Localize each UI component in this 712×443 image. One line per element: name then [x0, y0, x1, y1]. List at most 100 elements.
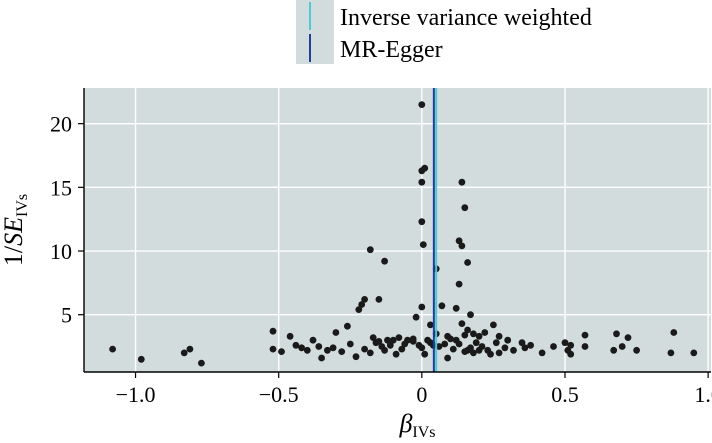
data-point — [490, 321, 497, 329]
data-point — [467, 311, 474, 319]
data-point — [315, 343, 323, 350]
data-point — [398, 345, 406, 353]
data-point — [389, 336, 397, 344]
legend: Inverse variance weighted MR-Egger — [296, 0, 592, 64]
data-point — [690, 349, 698, 357]
data-point — [464, 326, 471, 334]
data-point — [286, 332, 294, 340]
data-point — [412, 313, 420, 321]
data-point — [418, 101, 426, 108]
data-point — [435, 343, 443, 350]
y-tick-label: 10 — [50, 239, 72, 264]
data-point — [109, 345, 116, 353]
data-point — [455, 340, 463, 348]
data-point — [392, 350, 400, 358]
data-point — [329, 344, 337, 352]
data-point — [492, 339, 500, 347]
data-point — [475, 332, 483, 340]
data-point — [381, 257, 388, 265]
data-point — [269, 345, 277, 353]
data-point — [361, 345, 368, 353]
y-axis-label-subscript: IVs — [14, 194, 31, 217]
data-point — [449, 345, 457, 353]
data-point — [344, 322, 351, 330]
data-point — [464, 346, 471, 354]
data-point — [618, 343, 626, 350]
data-point — [527, 341, 534, 349]
data-point — [366, 349, 374, 357]
data-point — [447, 335, 454, 343]
data-point — [386, 341, 394, 349]
data-point — [633, 346, 640, 354]
legend-ivw-label: Inverse variance weighted — [340, 5, 592, 31]
data-point — [418, 218, 426, 226]
data-point — [458, 320, 466, 327]
data-point — [278, 348, 285, 355]
data-point — [318, 354, 325, 362]
data-point — [419, 241, 427, 249]
data-point — [455, 237, 463, 245]
legend-mr-egger-label: MR-Egger — [340, 37, 443, 63]
data-point — [521, 344, 529, 352]
data-point — [384, 336, 391, 344]
x-axis-label-subscript: IVs — [412, 424, 435, 441]
data-point — [358, 301, 366, 308]
data-point — [518, 339, 526, 347]
data-point — [458, 242, 466, 250]
data-point — [464, 259, 471, 266]
data-point — [418, 303, 426, 311]
x-tick-label: 1.0 — [694, 382, 712, 407]
data-point — [470, 349, 477, 357]
data-point — [269, 327, 277, 335]
y-tick-label: 15 — [50, 175, 72, 200]
data-point — [381, 346, 388, 354]
x-axis-label: βIVs — [398, 409, 435, 441]
data-point — [487, 350, 494, 358]
data-point — [670, 329, 678, 336]
data-point — [538, 349, 546, 357]
data-point — [346, 340, 354, 348]
y-axis-label-se: SE — [0, 217, 28, 246]
data-point — [418, 344, 426, 352]
data-point — [372, 339, 380, 347]
data-point — [332, 329, 340, 336]
data-point — [510, 346, 517, 354]
points — [109, 101, 698, 367]
data-point — [198, 359, 205, 367]
data-point — [186, 345, 194, 353]
x-tick-label: 0 — [416, 382, 427, 407]
data-point — [352, 353, 360, 361]
data-point — [298, 344, 305, 352]
data-point — [338, 348, 346, 355]
data-point — [475, 346, 483, 354]
axes: −1.0 −0.5 0 0.5 1.0 5 10 15 20 — [50, 88, 712, 407]
data-point — [324, 346, 331, 354]
data-point — [458, 178, 466, 186]
data-point — [427, 321, 434, 329]
data-point — [610, 346, 618, 354]
data-point — [461, 331, 469, 339]
data-point — [481, 329, 489, 336]
legend-swatch-background — [296, 0, 334, 64]
grid — [84, 88, 711, 372]
data-point — [401, 340, 409, 348]
data-point — [581, 343, 589, 350]
y-axis-label-main: 1/ — [0, 245, 28, 266]
data-point — [309, 336, 317, 344]
data-point — [495, 332, 503, 340]
plot-area — [84, 88, 711, 372]
data-point — [581, 331, 589, 339]
y-axis-label: 1/SEIVs — [0, 194, 31, 266]
data-point — [421, 350, 429, 358]
data-point — [292, 341, 300, 349]
data-point — [624, 334, 632, 341]
data-point — [366, 246, 374, 254]
estimate-lines — [432, 88, 438, 372]
data-point — [667, 349, 675, 357]
data-point — [504, 336, 512, 344]
x-tick-label: −1.0 — [116, 382, 156, 407]
data-point — [355, 306, 363, 313]
